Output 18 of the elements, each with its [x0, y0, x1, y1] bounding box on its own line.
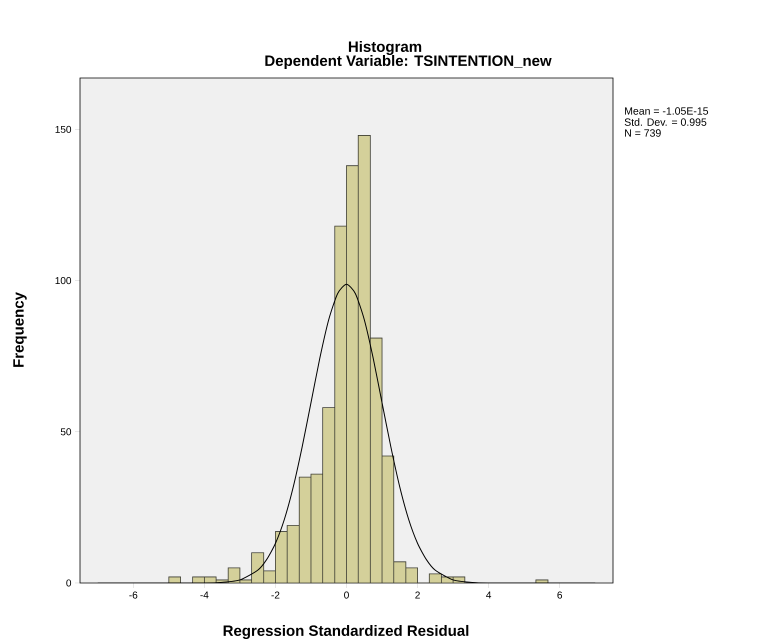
y-axis-title: Frequency: [13, 292, 27, 367]
y-tick-label: 150: [56, 126, 72, 133]
text: Std. Dev. = 0.995: [624, 118, 706, 126]
y-tick-label: 100: [56, 277, 72, 284]
x-tick-label: -2: [271, 592, 280, 598]
text: Mean = -1.05E-15: [625, 107, 708, 115]
x-tick-label: 0: [344, 592, 349, 599]
x-tick-label: -4: [200, 592, 209, 598]
x-tick-label: 6: [557, 592, 562, 599]
text: N = 739: [625, 129, 661, 137]
x-tick-label: 2: [415, 592, 420, 598]
x-tick-label: -6: [129, 592, 138, 599]
y-tick-label: 50: [60, 428, 72, 436]
chart-subtitle: Dependent Variable: TSINTENTION_new: [265, 54, 552, 69]
x-axis-title: Regression Standardized Residual: [224, 624, 468, 640]
chart-title: Histogram: [348, 40, 422, 56]
x-tick-label: 4: [486, 592, 492, 598]
y-tick-label: 0: [66, 579, 72, 587]
